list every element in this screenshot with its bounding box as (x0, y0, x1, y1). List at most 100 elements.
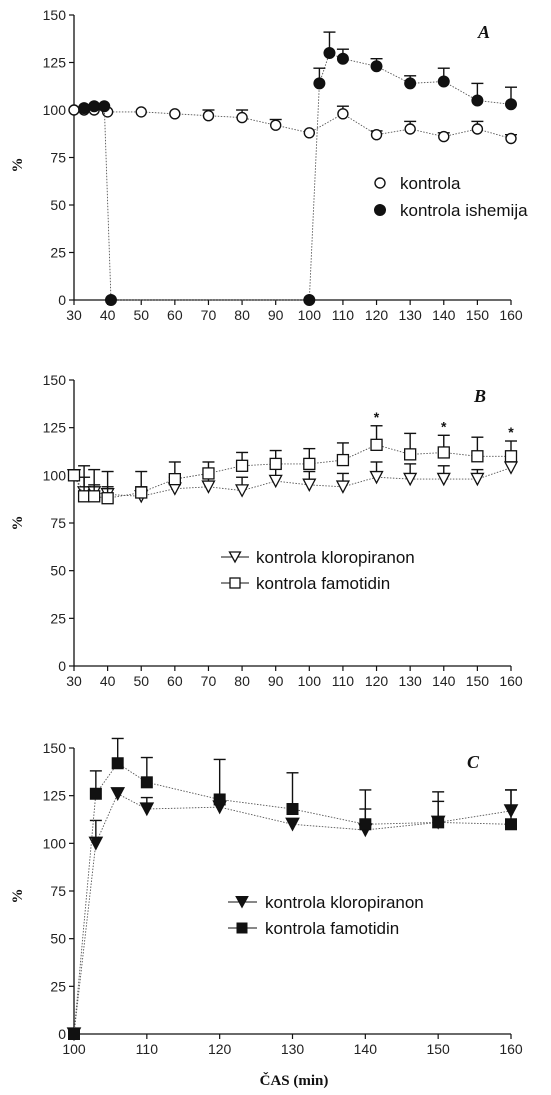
x-tick-label: 120 (365, 307, 389, 323)
x-tick-label: 100 (62, 1041, 86, 1057)
axes: 0 25 50 75 100 125 150 30 40 50 60 70 80 90 100 110 120 1… (43, 7, 523, 323)
panel-b-y-label: % (10, 516, 26, 531)
data-point (471, 123, 484, 135)
y-tick-label: 50 (50, 563, 66, 579)
y-tick-label: 25 (50, 978, 66, 994)
series-kontrola-kloropiranon (66, 787, 519, 1042)
data-point (505, 132, 517, 145)
x-tick-label: 140 (354, 1041, 378, 1057)
data-point (235, 484, 250, 498)
x-tick-label: 100 (298, 307, 322, 323)
x-tick-label: 70 (201, 673, 217, 689)
x-tick-label: 130 (398, 307, 422, 323)
data-point (269, 119, 282, 131)
x-tick-label: 120 (208, 1041, 232, 1057)
y-tick-label: 150 (43, 740, 67, 756)
y-tick-label: 100 (43, 102, 67, 118)
data-point (370, 128, 383, 141)
data-point (168, 472, 181, 486)
data-point (336, 52, 349, 65)
x-tick-label: 150 (466, 673, 490, 689)
data-point (404, 448, 417, 461)
data-point (432, 816, 445, 829)
data-point (68, 104, 80, 116)
legend-marker-kontrola-famotidin (229, 577, 241, 589)
axes: 0 25 50 75 100 125 150 100 110 120 130 140 150 160 (43, 740, 523, 1057)
data-point (101, 492, 114, 505)
data-point (436, 472, 451, 487)
series-kontrola-ishemija (78, 31, 517, 306)
data-point (404, 123, 416, 135)
series-kontrola-famotidin (67, 425, 518, 505)
legend-label-kontrola-ishemija: kontrola ishemija (400, 201, 528, 220)
x-tick-label: 110 (332, 673, 355, 689)
y-tick-label: 125 (43, 55, 67, 71)
legend-marker-kontrola-kloropiranon (228, 551, 242, 564)
y-tick-label: 75 (50, 515, 66, 531)
x-tick-label: 60 (167, 673, 183, 689)
data-point (359, 818, 372, 831)
x-tick-label: 150 (426, 1041, 450, 1057)
data-point (140, 776, 153, 789)
significance-marker: * (508, 424, 514, 440)
data-point (202, 109, 215, 122)
data-point (78, 102, 91, 115)
data-point (471, 450, 484, 463)
data-point (437, 446, 450, 459)
data-point (404, 77, 417, 90)
data-point (88, 490, 101, 503)
data-point (201, 480, 216, 494)
x-tick-label: 130 (398, 673, 422, 689)
y-tick-label: 150 (43, 372, 67, 388)
data-point (286, 803, 299, 816)
data-point (505, 98, 517, 111)
data-point (236, 111, 248, 124)
data-point (438, 130, 450, 143)
data-point (369, 470, 384, 485)
data-point (303, 457, 316, 471)
panel-b: % B kontrola kloropiranon kontrola famot… (10, 372, 523, 689)
panel-b-label: B (473, 386, 486, 406)
x-tick-label: 50 (133, 307, 149, 323)
data-point (235, 459, 249, 472)
data-point (336, 453, 350, 467)
x-tick-label: 140 (432, 307, 456, 323)
data-point (323, 47, 336, 59)
panel-a: % A kontrola kontrola ishemija 0 25 50 75 10… (10, 7, 528, 323)
x-tick-label: 80 (234, 307, 250, 323)
x-tick-label: 110 (332, 307, 355, 323)
series-line (74, 109, 512, 139)
y-tick-label: 100 (43, 467, 67, 483)
panel-a-y-label: % (10, 158, 26, 173)
data-point (139, 802, 155, 817)
data-point (135, 106, 147, 118)
data-point (77, 490, 91, 503)
x-tick-label: 100 (298, 673, 322, 689)
x-tick-label: 90 (268, 673, 284, 689)
x-tick-label: 60 (167, 307, 183, 323)
data-point (370, 438, 383, 451)
data-point (403, 472, 418, 487)
data-point (268, 474, 283, 489)
legend-label-kontrola-kloropiranon: kontrola kloropiranon (265, 893, 424, 912)
legend-marker-kontrola-famotidin (236, 922, 248, 934)
y-tick-label: 150 (43, 7, 67, 23)
panel-b-legend: kontrola kloropiranon kontrola famotidin (221, 548, 415, 593)
panel-c-y-label: % (10, 889, 26, 904)
y-tick-label: 75 (50, 150, 66, 166)
x-tick-label: 70 (201, 307, 217, 323)
series-kontrola-famotidin (68, 737, 517, 1040)
data-point (504, 450, 518, 463)
data-point (104, 294, 117, 306)
panel-a-legend: kontrola kontrola ishemija (374, 174, 528, 220)
axes: 0 25 50 75 100 125 150 30 40 50 60 70 80 90 100 110 120 1… (43, 372, 523, 689)
data-point (285, 817, 300, 832)
y-tick-label: 50 (50, 197, 66, 213)
legend-label-kontrola-famotidin: kontrola famotidin (256, 574, 390, 593)
data-point (67, 469, 81, 482)
data-point (68, 1028, 80, 1040)
series-kontrola (68, 104, 517, 145)
x-tick-label: 120 (365, 673, 389, 689)
significance-marker: * (441, 418, 447, 434)
